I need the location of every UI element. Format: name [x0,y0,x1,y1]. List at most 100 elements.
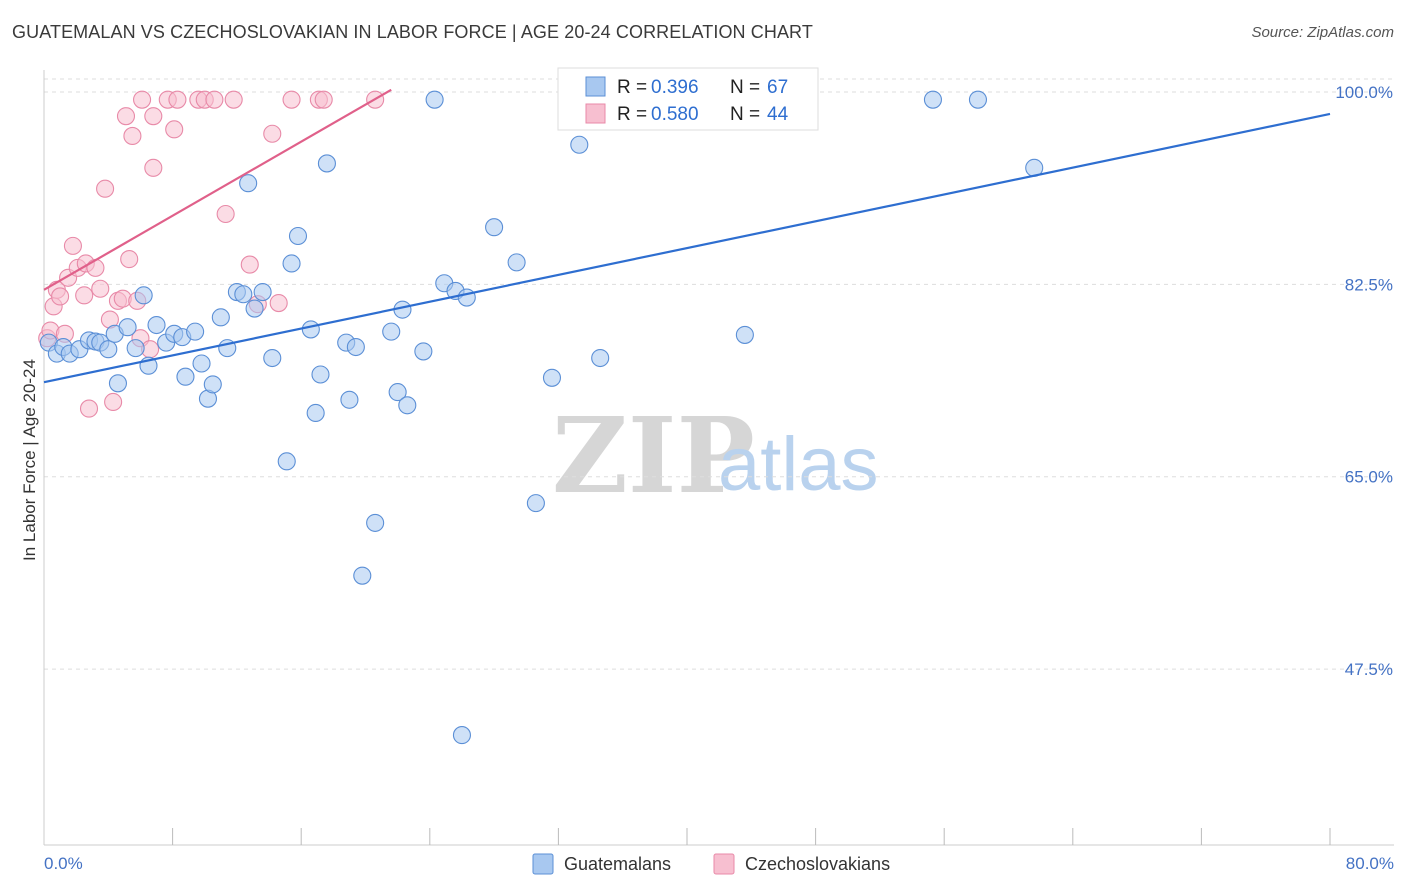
czechoslovakian-point [51,287,70,306]
guatemalan-point [239,174,258,193]
guatemalan-point [366,513,385,532]
trend-lines [43,88,1331,384]
guatemalan-point [263,348,282,368]
czechoslovakian-point [240,255,259,274]
czechoslovakian-point [314,90,333,109]
guatemalan-point [288,226,308,246]
x-tick-label: 0.0% [44,854,83,873]
y-tick-label: 65.0% [1345,468,1393,487]
guatemalan-point [118,318,137,337]
czechoslovakian-point [79,399,99,418]
guatemalan-point [301,320,320,339]
czechoslovakian-point [282,90,301,109]
guatemalan-point [211,308,230,327]
x-tick-label: 80.0% [1346,854,1394,873]
guatemalan-point [457,288,476,307]
czechoslovakian-point [123,126,142,146]
guatemalan-point [570,135,589,154]
guatemalan-point [192,354,211,373]
legend-label: Czechoslovakians [745,854,890,874]
guatemalans-points [39,89,1044,745]
guatemalan-point [353,566,372,585]
guatemalan-point [245,299,264,318]
czechoslovakian-point [168,90,187,109]
czechoslovakian-point [116,107,136,126]
watermark-atlas: atlas [718,422,879,507]
chart-title: GUATEMALAN VS CZECHOSLOVAKIAN IN LABOR F… [12,22,813,42]
czechoslovakian-trend-line [43,88,392,291]
stats-swatch [585,76,606,97]
guatemalan-point [452,726,472,745]
guatemalan-point [99,340,118,359]
guatemalan-point [253,283,272,302]
stats-n-label: N = [730,104,760,125]
guatemalan-point [126,339,145,358]
guatemalan-point [311,365,330,384]
czechoslovakian-point [269,293,288,313]
czechoslovakian-point [96,179,115,198]
guatemalan-trend-line [43,112,1331,384]
y-tick-label: 47.5% [1345,660,1393,679]
guatemalan-point [591,348,610,368]
gridlines [44,78,1394,670]
guatemalan-point [507,253,526,272]
guatemalan-point [526,494,545,513]
stats-swatch [585,103,606,124]
legend-swatch [713,853,735,875]
czechoslovakian-point [224,90,243,109]
legend-label: Guatemalans [564,854,671,874]
guatemalan-point [388,383,407,402]
stats-r-value: 0.580 [651,104,699,125]
guatemalan-point [306,403,325,423]
guatemalan-point [485,218,504,237]
guatemalan-point [203,375,222,394]
czechoslovakians-points [38,90,385,418]
watermark: ZIP atlas [552,394,879,517]
czechoslovakian-point [144,158,163,177]
stats-r-label: R = [617,77,647,98]
guatemalan-point [317,154,336,173]
guatemalan-point [340,390,359,409]
y-tick-label: 100.0% [1335,83,1393,102]
stats-r-value: 0.396 [651,77,699,98]
guatemalan-point [735,325,754,344]
czechoslovakian-point [205,90,224,109]
guatemalan-point [176,367,195,386]
czechoslovakian-point [63,236,82,255]
czechoslovakian-point [104,392,123,412]
guatemalan-point [234,285,253,304]
axes [43,70,1394,846]
legend: Guatemalans Czechoslovakians [532,853,890,875]
guatemalan-point [542,368,562,387]
guatemalan-point [923,90,942,109]
guatemalan-point [147,315,166,335]
czechoslovakian-point [120,250,139,269]
guatemalan-point [277,452,296,471]
czechoslovakian-point [86,258,105,277]
guatemalan-point [282,254,301,273]
stats-n-value: 44 [767,104,789,125]
czechoslovakian-point [216,204,235,224]
guatemalan-point [108,374,127,393]
stats-n-label: N = [730,77,760,98]
guatemalan-point [414,342,433,361]
legend-swatch [532,853,554,875]
czechoslovakian-point [133,90,152,109]
czechoslovakian-point [144,107,163,126]
czechoslovakian-point [165,120,184,139]
czechoslovakian-point [75,286,94,305]
guatemalan-point [346,337,365,357]
guatemalan-point [186,322,205,341]
tick-labels: 47.5% 65.0% 82.5% 100.0% 0.0% 80.0% [44,83,1394,873]
stats-box: R = 0.396 N = 67 R = 0.580 N = 44 [557,67,819,131]
source-credit: Source: ZipAtlas.com [1251,24,1394,41]
y-tick-label: 82.5% [1345,275,1393,294]
guatemalan-point [134,286,153,305]
watermark-zip: ZIP [552,394,755,517]
guatemalan-point [425,90,444,109]
czechoslovakian-point [263,124,282,143]
stats-r-label: R = [617,104,647,125]
guatemalan-point [968,90,988,109]
czechoslovakian-point [91,279,110,298]
